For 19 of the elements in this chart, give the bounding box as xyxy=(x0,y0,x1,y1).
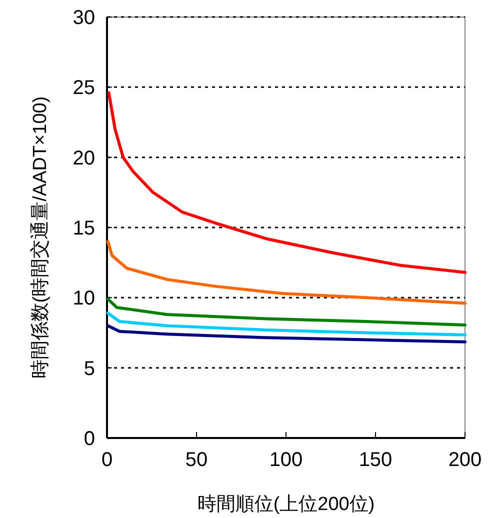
x-tick-label: 0 xyxy=(101,449,113,471)
y-tick-label: 25 xyxy=(72,77,95,100)
line-series xyxy=(106,312,466,336)
line-series xyxy=(106,298,466,327)
x-tick-label: 100 xyxy=(269,449,303,471)
y-tick-label: 10 xyxy=(72,288,95,310)
y-axis-title: 時間係数(時間交通量/AADT×100) xyxy=(29,96,51,379)
y-tick-label: 20 xyxy=(72,147,95,170)
y-tick-label: 15 xyxy=(72,218,95,240)
x-tick-label: 50 xyxy=(185,449,208,471)
y-tick-label: 5 xyxy=(84,358,95,380)
x-axis-title: 時間順位(上位200位) xyxy=(197,494,375,515)
line-series xyxy=(107,91,466,274)
y-tick-label: 30 xyxy=(72,7,95,29)
line-series xyxy=(106,240,466,305)
x-tick-label: 150 xyxy=(358,449,392,471)
x-tick-label: 200 xyxy=(448,449,482,471)
line-series xyxy=(106,324,466,344)
y-tick-label: 0 xyxy=(84,428,95,450)
